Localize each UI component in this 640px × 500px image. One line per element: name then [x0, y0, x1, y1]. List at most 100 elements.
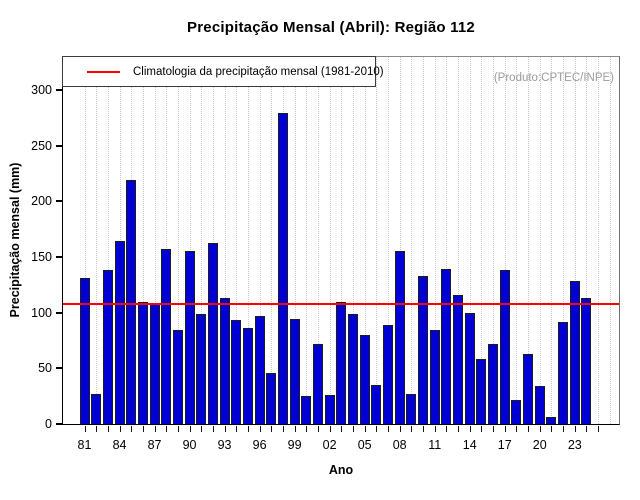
gridline-1984 — [119, 57, 121, 424]
bar-1983 — [102, 270, 113, 424]
legend-box: Climatologia da precipitação mensal (198… — [62, 56, 384, 87]
bar-2000 — [301, 396, 312, 424]
x-tick-label-96: 96 — [252, 438, 267, 452]
bar-1989 — [172, 330, 183, 424]
x-tick-2020 — [539, 426, 541, 432]
x-tick-label-20: 20 — [532, 438, 547, 452]
bar-2016 — [488, 344, 499, 424]
x-tick-2011 — [434, 426, 436, 432]
bar-1995 — [242, 328, 253, 424]
x-tick-2018 — [516, 426, 518, 432]
y-tick-0 — [56, 423, 62, 425]
bar-1998 — [277, 113, 288, 424]
gridline-2007 — [387, 57, 389, 424]
bar-2021 — [546, 417, 557, 424]
gridline-1986 — [142, 57, 144, 424]
gridline-2024 — [586, 57, 588, 424]
gridline-2001 — [317, 57, 319, 424]
gridline-1988 — [166, 57, 168, 424]
gridline-2016 — [493, 57, 495, 424]
x-tick-2016 — [493, 426, 495, 432]
bar-1987 — [149, 304, 160, 424]
gridline-1990 — [189, 57, 191, 424]
x-tick-2013 — [458, 426, 460, 432]
bar-1991 — [196, 314, 207, 424]
gridline-2011 — [434, 57, 436, 424]
bar-2017 — [499, 270, 510, 424]
gridline-2026 — [609, 57, 611, 424]
x-tick-2009 — [411, 426, 413, 432]
x-tick-1987 — [154, 426, 156, 432]
bar-1993 — [219, 298, 230, 424]
gridline-2023 — [574, 57, 576, 424]
gridline-2004 — [352, 57, 354, 424]
gridline-1993 — [224, 57, 226, 424]
watermark-text: (Produto:CPTEC/INPE) — [493, 72, 614, 84]
gridline-2019 — [528, 57, 530, 424]
y-tick-300 — [56, 89, 62, 91]
x-tick-2022 — [563, 426, 565, 432]
x-tick-1989 — [177, 426, 179, 432]
x-tick-1988 — [166, 426, 168, 432]
bar-2011 — [429, 330, 440, 424]
bar-1992 — [207, 243, 218, 424]
gridline-2005 — [364, 57, 366, 424]
gridline-2018 — [516, 57, 518, 424]
gridline-2002 — [329, 57, 331, 424]
x-tick-1982 — [96, 426, 98, 432]
x-tick-1986 — [142, 426, 144, 432]
x-tick-2017 — [504, 426, 506, 432]
chart-title: Precipitação Mensal (Abril): Região 112 — [187, 19, 475, 36]
climatology-line — [63, 303, 619, 305]
x-tick-label-08: 08 — [392, 438, 407, 452]
x-tick-label-14: 14 — [462, 438, 477, 452]
gridline-2015 — [481, 57, 483, 424]
legend-line-swatch — [87, 70, 120, 73]
gridline-2025 — [598, 57, 600, 424]
gridline-1983 — [107, 57, 109, 424]
bar-1990 — [184, 251, 195, 424]
x-tick-2014 — [469, 426, 471, 432]
y-tick-label-250: 250 — [31, 138, 52, 153]
legend-label: Climatologia da precipitação mensal (198… — [133, 65, 384, 78]
bar-1986 — [137, 302, 148, 424]
x-tick-label-87: 87 — [147, 438, 162, 452]
bar-2020 — [534, 386, 545, 424]
bar-2014 — [464, 313, 475, 424]
x-tick-1998 — [282, 426, 284, 432]
gridline-1999 — [294, 57, 296, 424]
bar-2013 — [453, 295, 464, 424]
bar-2024 — [581, 298, 592, 424]
x-tick-2000 — [306, 426, 308, 432]
bar-2012 — [441, 269, 452, 424]
gridline-2013 — [458, 57, 460, 424]
gridline-1987 — [154, 57, 156, 424]
x-tick-1984 — [119, 426, 121, 432]
gridline-1997 — [271, 57, 273, 424]
x-tick-label-17: 17 — [497, 438, 512, 452]
gridline-2000 — [306, 57, 308, 424]
x-tick-2007 — [387, 426, 389, 432]
bar-2019 — [523, 354, 534, 424]
x-tick-2002 — [329, 426, 331, 432]
x-tick-1985 — [131, 426, 133, 432]
y-tick-label-100: 100 — [31, 305, 52, 320]
x-tick-1983 — [107, 426, 109, 432]
x-tick-2024 — [586, 426, 588, 432]
bar-2001 — [312, 344, 323, 424]
bar-2009 — [406, 394, 417, 424]
bar-2023 — [569, 281, 580, 424]
bar-2018 — [511, 400, 522, 424]
x-tick-2008 — [399, 426, 401, 432]
gridline-1989 — [177, 57, 179, 424]
bar-1999 — [289, 319, 300, 424]
bar-2022 — [558, 322, 569, 424]
bar-1988 — [161, 249, 172, 424]
gridline-2009 — [411, 57, 413, 424]
y-tick-250 — [56, 144, 62, 147]
x-tick-2006 — [376, 426, 378, 432]
x-tick-2025 — [598, 426, 600, 432]
x-tick-1995 — [247, 426, 249, 432]
x-tick-label-93: 93 — [217, 438, 232, 452]
